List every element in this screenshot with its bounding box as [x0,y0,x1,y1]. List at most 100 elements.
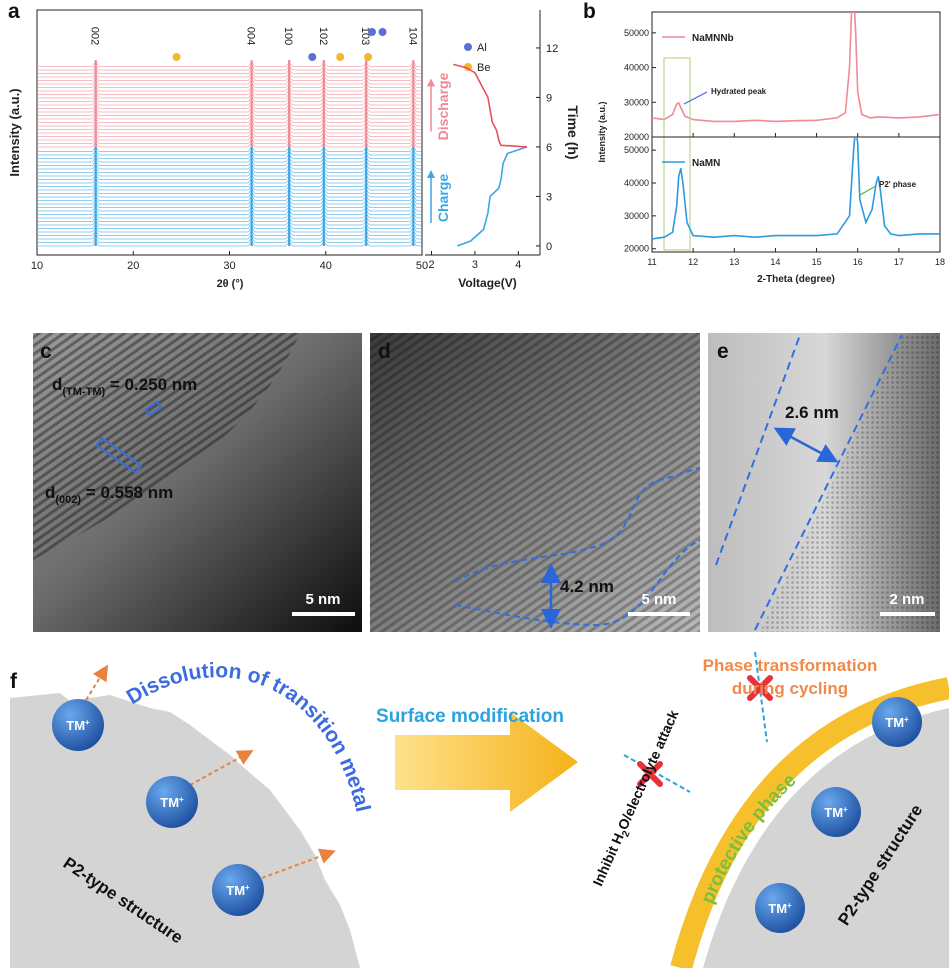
annotation-arrow [860,186,876,195]
y-axis-title: Time (h) [565,105,581,159]
plot-area [453,64,527,246]
modification-arrow [395,712,578,812]
x-tick-label: 10 [31,260,43,272]
series-line [652,0,940,121]
y-axis-title: Intensity (a.u.) [7,88,22,176]
legend-label: Al [477,42,487,54]
annotation: Hydrated peak [711,87,767,96]
arrow-label: Surface modification [376,706,564,727]
subscript: (002) [55,494,81,506]
phase-marker [379,28,387,36]
peak-label: 102 [317,27,329,45]
x-axis-title: 2θ (°) [217,278,244,290]
x-tick-label: 17 [894,257,904,267]
charts: 10203040502θ (°)Intensity (a.u.)ChargeDi… [7,0,945,290]
inhibit-text: O/electrolyte attack [614,707,681,832]
annotation: P2' phase [879,180,917,189]
ion-charge: + [85,718,90,727]
series-label: Discharge [435,72,451,140]
dissolution-arrow [86,668,106,700]
panel-label: d [378,340,391,363]
phase-title: Phase transformation [703,656,878,675]
y-tick-label: 50000 [624,28,649,38]
subscript: (TM-TM) [62,386,105,398]
legend-label: Be [477,62,490,74]
y-tick-label: 20000 [624,132,649,142]
scale-label: 5 nm [641,591,676,608]
peak-label: 100 [282,27,294,45]
scale-label: 2 nm [889,591,924,608]
symbol: d [45,483,55,502]
y-tick-label: 50000 [624,145,649,155]
y-tick-label: 30000 [624,97,649,107]
phase-marker [368,28,376,36]
peak-label: 002 [89,27,101,45]
phase-marker [364,53,372,61]
ion-symbol: TM [226,883,245,898]
legend-label: NaMN [692,158,720,169]
ion-charge: + [787,901,792,910]
inhibit-text: Inhibit H [589,831,626,889]
ion-charge: + [245,883,250,892]
width-label: 4.2 nm [560,577,614,596]
ion-charge: + [179,795,184,804]
x-tick-label: 50 [416,260,428,272]
symbol: d [52,375,62,394]
y-axis-title: Intensity (a.u.) [597,101,607,162]
series-label: Charge [435,174,451,222]
y-tick-label: 6 [546,142,552,154]
x-tick-label: 20 [127,260,139,272]
ion-charge: + [843,805,848,814]
series-line [453,64,527,146]
y-tick-label: 0 [546,241,552,253]
x-axis-title: Voltage(V) [458,276,516,290]
x-tick-label: 16 [853,257,863,267]
lattice [370,333,700,632]
micrograph-d: 4.2 nm 5 nm [370,333,700,632]
phase-marker [308,53,316,61]
panel-label: e [717,340,729,363]
series-line [458,147,528,246]
phase-marker [336,53,344,61]
x-tick-label: 15 [812,257,822,267]
ion-charge: + [904,715,909,724]
y-tick-label: 40000 [624,63,649,73]
y-tick-label: 20000 [624,244,649,254]
y-tick-label: 40000 [624,178,649,188]
micrograph-c: d(TM-TM) = 0.250 nm d(002) = 0.558 nm 5 … [33,333,362,632]
ion-symbol: TM [66,718,85,733]
phase-marker [173,53,181,61]
inhibit-label: Inhibit H2O/electrolyte attack [589,707,685,890]
schematic: TM+ TM+ TM+ Dissolution of transition me… [10,652,949,968]
peak-label: 004 [245,27,257,45]
series-arrowhead [427,79,435,87]
y-tick-label: 30000 [624,211,649,221]
x-tick-label: 4 [515,259,521,271]
plot-area [652,0,940,121]
ion-symbol: TM [160,795,179,810]
legend-marker [464,43,472,51]
x-axis-title: 2-Theta (degree) [757,274,835,285]
x-tick-label: 2 [428,259,434,271]
figure: 10203040502θ (°)Intensity (a.u.)ChargeDi… [0,0,949,968]
y-tick-label: 9 [546,92,552,104]
panel-label: f [10,670,18,693]
panel-label: c [40,340,52,363]
ion-symbol: TM [768,901,787,916]
ion-symbol: TM [824,805,843,820]
value: = 0.558 nm [81,483,173,502]
panel-label: a [8,0,20,23]
value: = 0.250 nm [105,375,197,394]
annotation-arrow [684,92,707,104]
peak-label: 104 [406,27,418,45]
series-arrowhead [427,170,435,178]
x-tick-label: 18 [935,257,945,267]
phase-title: during cycling [732,679,848,698]
micrograph-e: 2.6 nm 2 nm [708,333,940,632]
y-tick-label: 3 [546,191,552,203]
width-label: 2.6 nm [785,403,839,422]
legend-label: NaMNNb [692,33,734,44]
x-tick-label: 14 [770,257,780,267]
x-tick-label: 40 [320,260,332,272]
ion-symbol: TM [885,715,904,730]
